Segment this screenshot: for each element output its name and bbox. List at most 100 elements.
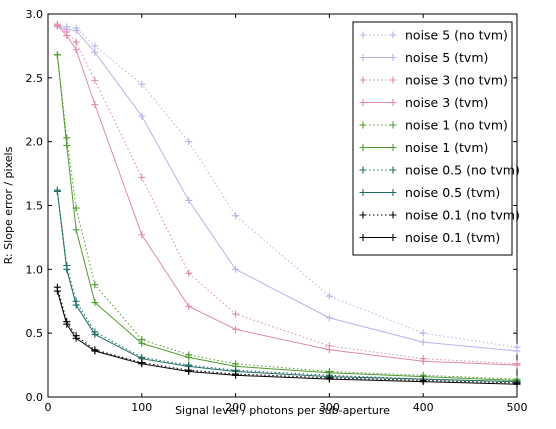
data-point-marker [232, 212, 240, 220]
data-point-marker [72, 27, 80, 35]
legend-label: noise 0.1 (no tvm) [405, 208, 520, 223]
data-point-marker [513, 347, 521, 355]
data-point-marker [232, 371, 240, 379]
data-point-marker [53, 51, 61, 59]
data-point-marker [389, 76, 397, 84]
data-point-marker [63, 141, 71, 149]
legend-box [352, 21, 513, 256]
data-point-marker [138, 360, 146, 368]
data-point-marker [232, 310, 240, 318]
series-line [56, 290, 518, 385]
data-point-marker [185, 269, 193, 277]
y-tick-label: 1.0 [26, 263, 44, 276]
data-point-marker [389, 121, 397, 129]
data-point-marker [232, 265, 240, 273]
x-tick-label: 300 [319, 401, 340, 414]
series-3 [53, 21, 521, 369]
data-point-marker [419, 329, 427, 337]
legend-item: noise 5 (tvm) [359, 50, 488, 65]
data-point-marker [53, 187, 61, 195]
data-point-marker [91, 299, 99, 307]
data-point-marker [359, 54, 367, 61]
data-point-marker [138, 173, 146, 181]
data-point-marker [91, 330, 99, 338]
legend-label: noise 1 (no tvm) [405, 118, 508, 133]
data-point-marker [53, 287, 61, 295]
data-point-marker [389, 166, 397, 174]
legend-label: noise 0.1 (tvm) [405, 230, 500, 245]
data-point-marker [63, 320, 71, 328]
x-tick-label: 400 [413, 401, 434, 414]
series-line [57, 24, 518, 348]
data-point-marker [138, 80, 146, 88]
data-point-marker [72, 46, 80, 54]
data-point-marker [419, 338, 427, 346]
series-line [56, 54, 518, 381]
data-point-marker [91, 42, 99, 50]
data-point-marker [185, 367, 193, 375]
data-point-marker [359, 234, 367, 241]
y-axis-label: R: Slope error / pixels [2, 146, 15, 264]
data-point-marker [389, 189, 397, 196]
data-point-marker [72, 334, 80, 342]
legend-item: noise 5 (no tvm) [359, 28, 508, 43]
legend-label: noise 0.5 (tvm) [405, 185, 500, 200]
data-point-marker [91, 281, 99, 289]
legend-item: noise 3 (tvm) [359, 95, 488, 110]
data-point-marker [138, 231, 146, 239]
x-tick-label: 100 [131, 401, 152, 414]
data-point-marker [232, 325, 240, 333]
data-point-marker [389, 54, 397, 61]
data-point-marker [72, 38, 80, 46]
data-point-marker [63, 32, 71, 40]
data-point-marker [513, 380, 521, 388]
series-line [56, 191, 518, 383]
legend-label: noise 1 (tvm) [405, 140, 488, 155]
legend-label: noise 5 (no tvm) [405, 28, 508, 43]
series-line [57, 26, 518, 352]
data-point-marker [325, 375, 333, 383]
data-point-marker [419, 357, 427, 365]
data-point-marker [389, 234, 397, 241]
data-point-marker [389, 144, 397, 151]
series-line [57, 25, 518, 366]
legend-item: noise 0.1 (no tvm) [359, 208, 520, 223]
legend-item: noise 0.1 (tvm) [359, 230, 500, 245]
data-point-marker [63, 265, 71, 273]
legend: noise 5 (no tvm) noise 5 (tvm) noise 3 (no… [352, 21, 520, 256]
data-point-marker [325, 346, 333, 354]
x-tick-label: 500 [507, 401, 528, 414]
data-point-marker [91, 76, 99, 84]
data-point-marker [325, 292, 333, 300]
data-point-marker [91, 48, 99, 56]
y-tick-label: 1.5 [26, 200, 44, 213]
data-point-marker [359, 211, 367, 219]
x-tick-label: 200 [225, 401, 246, 414]
series-layer [53, 20, 521, 388]
data-point-marker [513, 361, 521, 369]
data-point-marker [325, 314, 333, 322]
data-point-marker [63, 134, 71, 142]
axis-ticks: 0 100 200 300 400 500 0.0 0.5 1.0 1.5 2.0 2.5 3.0 [26, 8, 528, 414]
data-point-marker [389, 31, 397, 39]
data-point-marker [185, 302, 193, 310]
legend-label: noise 3 (no tvm) [405, 73, 508, 88]
y-tick-label: 2.5 [26, 72, 44, 85]
legend-item: noise 1 (no tvm) [359, 118, 508, 133]
data-point-marker [91, 347, 99, 355]
data-point-marker [72, 301, 80, 309]
data-point-marker [138, 339, 146, 347]
data-point-marker [419, 378, 427, 386]
legend-label: noise 0.5 (no tvm) [405, 163, 520, 178]
data-point-marker [91, 101, 99, 109]
data-point-marker [185, 196, 193, 204]
data-point-marker [359, 166, 367, 174]
legend-item: noise 3 (no tvm) [359, 73, 508, 88]
series-8 [53, 283, 521, 387]
series-9 [53, 287, 521, 388]
data-point-marker [389, 99, 397, 106]
data-point-marker [389, 211, 397, 219]
x-axis-label: Signal level / photons per sub-aperture [175, 404, 390, 417]
legend-label: noise 5 (tvm) [405, 50, 488, 65]
